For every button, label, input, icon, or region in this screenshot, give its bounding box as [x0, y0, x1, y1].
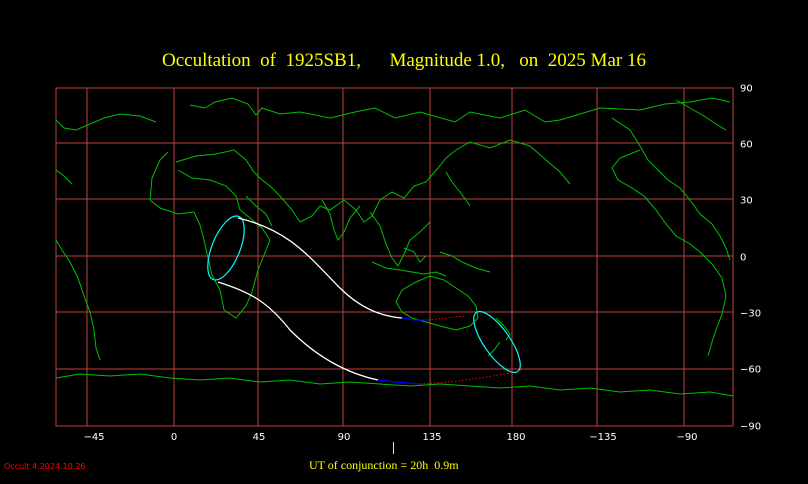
map-frame [55, 87, 734, 427]
lat-tick-label: 30 [740, 195, 753, 207]
path-center-lines [217, 217, 403, 381]
lon-tick-label: −135 [589, 432, 617, 443]
lon-tick-label: 90 [337, 432, 351, 443]
path-daylight [377, 317, 428, 385]
lon-tick-label: −45 [83, 432, 105, 443]
lat-tick-label: −90 [740, 421, 762, 433]
lon-tick-label: 0 [170, 432, 178, 443]
lon-tick-label: 135 [422, 432, 442, 443]
lat-tick-label: 0 [740, 252, 747, 264]
chart-title: Occultation of 1925SB1, Magnitude 1.0, o… [162, 50, 646, 71]
meridian-grid [86, 88, 685, 426]
conjunction-marker [393, 442, 394, 454]
lat-tick-label: −30 [740, 308, 762, 320]
parallel-grid [56, 142, 733, 370]
lat-tick-label: 90 [740, 83, 753, 95]
version-label: Occult 4.2024.10.26 [4, 462, 86, 471]
coastlines [55, 97, 734, 397]
lon-tick-label: 45 [252, 432, 266, 443]
lon-tick-label: 180 [506, 432, 526, 443]
lat-tick-label: 60 [740, 139, 753, 151]
lat-tick-label: −60 [740, 364, 762, 376]
path-below-horizon [419, 315, 523, 385]
lon-tick-label: −90 [676, 432, 698, 443]
conjunction-label: UT of conjunction = 20h 0.9m [309, 458, 459, 472]
